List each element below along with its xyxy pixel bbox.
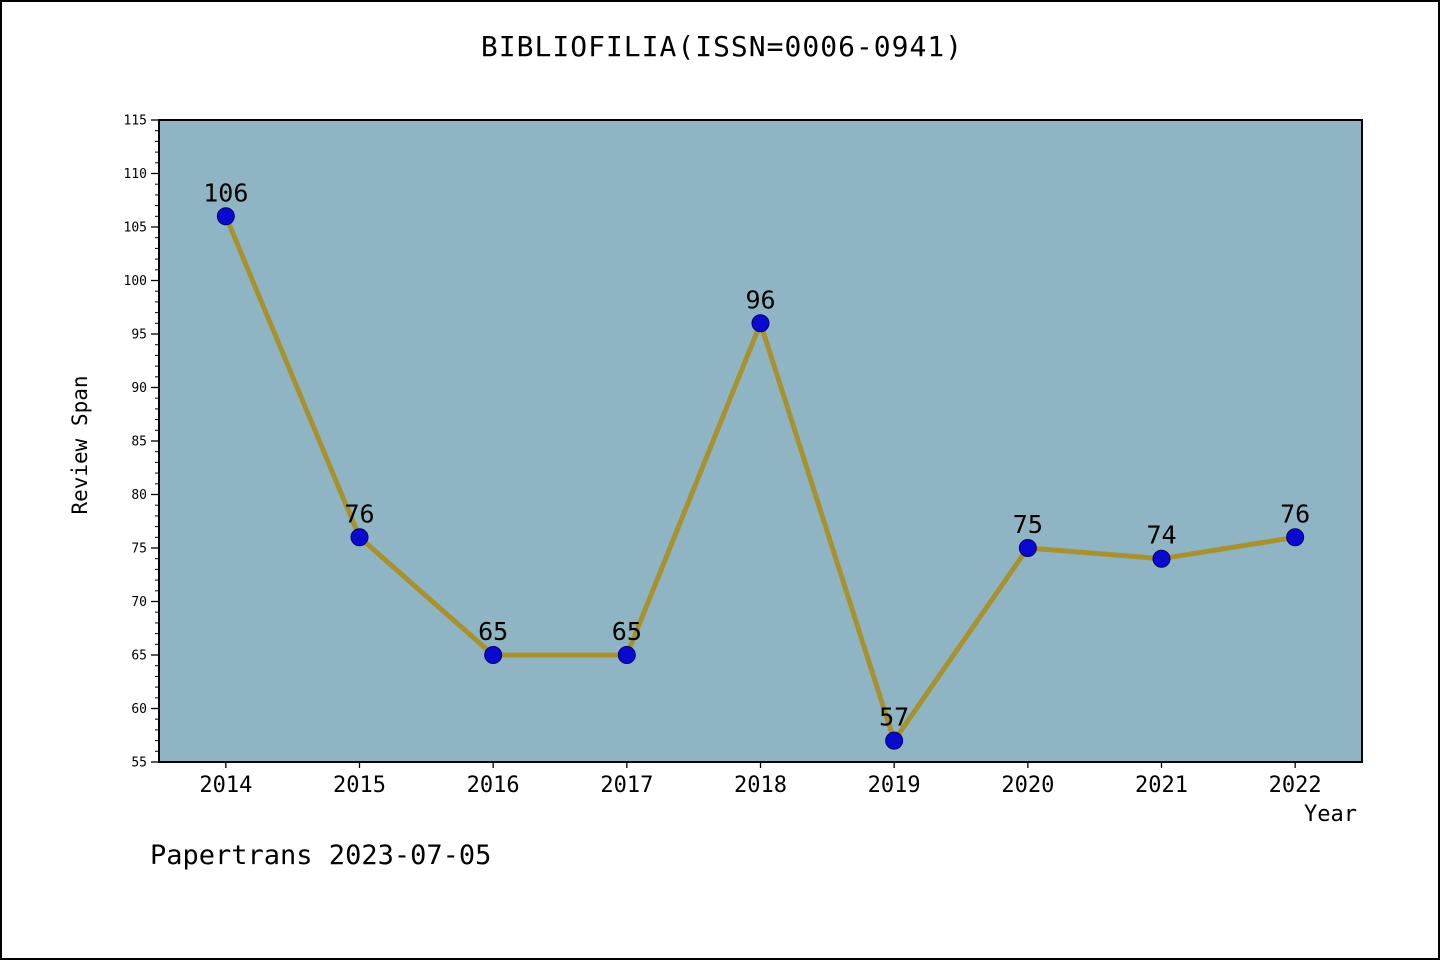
y-tick-label: 80: [131, 488, 147, 503]
data-point: [1018, 539, 1037, 557]
data-points: [216, 207, 1305, 750]
x-tick-label: 2018: [734, 773, 787, 798]
y-tick-label: 70: [131, 595, 147, 610]
point-value-label: 76: [344, 499, 374, 528]
data-point: [885, 731, 904, 750]
x-tick-label: 2017: [600, 773, 653, 798]
x-tick-label: 2021: [1135, 773, 1188, 798]
y-axis-label: Review Span: [68, 375, 92, 515]
x-axis-label: Year: [1304, 802, 1357, 827]
data-point: [751, 314, 770, 333]
y-tick-label: 75: [131, 542, 147, 557]
data-point: [484, 646, 503, 664]
point-value-label: 65: [612, 617, 642, 646]
plot-area: [158, 119, 1363, 763]
point-value-label: 65: [478, 617, 508, 646]
data-point: [1152, 549, 1171, 568]
data-point: [216, 207, 235, 226]
x-tick-label: 2020: [1001, 773, 1054, 798]
y-tick-label: 90: [131, 381, 147, 396]
x-tick-label: 2019: [868, 773, 921, 798]
y-tick-label: 100: [124, 274, 147, 289]
point-value-label: 96: [745, 285, 775, 314]
point-value-label: 76: [1280, 499, 1310, 528]
data-point: [350, 528, 369, 547]
footer-watermark: Papertrans 2023-07-05: [150, 840, 492, 871]
y-tick-label: 60: [131, 702, 147, 717]
chart-title: BIBLIOFILIA(ISSN=0006-0941): [480, 30, 964, 63]
x-tick-label: 2022: [1269, 773, 1322, 798]
y-tick-label: 105: [124, 221, 147, 236]
y-tick-label: 55: [131, 756, 147, 771]
point-value-label: 57: [879, 703, 909, 732]
x-tick-label: 2016: [467, 773, 520, 798]
point-value-label: 75: [1013, 510, 1043, 539]
data-point: [1286, 528, 1305, 547]
point-labels: 106 76 65 65 96 57 75 74 76: [203, 178, 1310, 731]
y-tick-label: 110: [124, 167, 147, 182]
x-tick-label: 2014: [199, 773, 252, 798]
data-point: [617, 646, 636, 664]
y-tick-label: 85: [131, 435, 147, 450]
point-value-label: 74: [1146, 521, 1176, 550]
y-tick-label: 115: [124, 114, 147, 129]
x-tick-label: 2015: [333, 773, 386, 798]
y-tick-label: 95: [131, 328, 147, 343]
x-ticks: 2014 2015 2016 2017 2018 2019 2020 2021 2022: [199, 762, 1322, 798]
y-major-ticks: 55 60 65 70 75 80 85 90 95 100 105 110 115: [124, 114, 159, 771]
point-value-label: 106: [203, 178, 248, 207]
y-tick-label: 65: [131, 649, 147, 664]
